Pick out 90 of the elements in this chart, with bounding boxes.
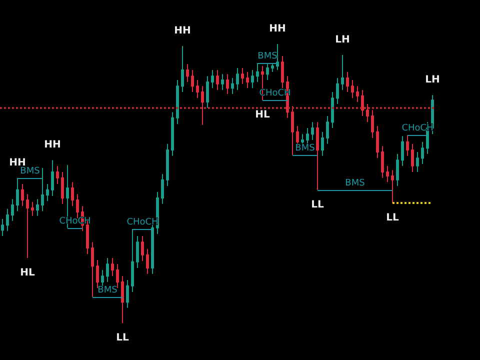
candlestick: [281, 55, 284, 89]
candlestick: [126, 280, 129, 308]
candlestick: [416, 151, 419, 173]
candlestick: [156, 191, 159, 234]
candlestick: [231, 78, 234, 94]
candlestick: [191, 69, 194, 92]
candlestick: [61, 172, 64, 204]
candlestick: [361, 90, 364, 116]
annotation: HH: [174, 25, 191, 36]
candlestick: [111, 257, 114, 277]
candlestick: [401, 136, 404, 166]
candlestick: [371, 110, 374, 139]
ref-line-label: BMS: [258, 51, 278, 62]
candlestick: [266, 64, 269, 80]
candlestick: [91, 242, 94, 298]
candlestick: [196, 79, 199, 99]
candlestick: [216, 69, 219, 91]
candlestick: [51, 160, 54, 197]
candlestick: [311, 122, 314, 140]
candlestick: [396, 153, 399, 187]
candlestick: [346, 71, 349, 92]
candlestick: [421, 141, 424, 164]
candlestick: [341, 54, 344, 91]
candlestick: [136, 235, 139, 269]
candlestick: [336, 78, 339, 104]
candlestick: [316, 122, 319, 190]
candlestick: [226, 74, 229, 94]
candlestick: [356, 86, 359, 103]
annotation: LH: [425, 74, 440, 86]
candlestick: [246, 71, 249, 89]
candlestick: [386, 165, 389, 183]
candlestick: [241, 67, 244, 84]
annotation: LL: [386, 212, 400, 224]
ref-line-label: BMS: [98, 286, 118, 296]
candlestick: [186, 64, 189, 82]
candlestick: [381, 146, 384, 178]
candlestick: [321, 131, 324, 156]
annotation: HH: [44, 140, 61, 151]
candlestick: [366, 103, 369, 123]
candlestick: [121, 276, 124, 324]
candlestick: [351, 79, 354, 99]
annotation: HH: [269, 24, 286, 34]
annotation: HL: [20, 267, 36, 278]
annotation: HH: [9, 157, 26, 168]
candlestick: [1, 218, 4, 236]
candlestick: [411, 143, 414, 173]
candlestick: [56, 165, 59, 185]
candlestick: [326, 115, 329, 144]
candlestick: [21, 184, 24, 207]
candlestick: [251, 69, 254, 89]
candlestick: [11, 198, 14, 222]
candlestick: [406, 134, 409, 156]
candlestick: [131, 228, 134, 293]
candlestick: [161, 174, 164, 204]
candlestick: [71, 182, 74, 207]
candlestick: [171, 112, 174, 156]
ref-line-label: BMS: [20, 166, 40, 176]
candlestick: [391, 170, 394, 204]
candlestick: [141, 235, 144, 262]
candlestick: [221, 74, 224, 91]
candlestick: [291, 105, 294, 156]
candlestick: [31, 201, 34, 216]
candlestick: [41, 167, 44, 212]
candlestick: [376, 126, 379, 159]
annotation: LL: [311, 199, 324, 210]
annotation: LL: [116, 332, 130, 344]
candlestick: [166, 143, 169, 187]
candlestick: [181, 45, 184, 92]
candlestick: [96, 259, 99, 289]
candlestick: [46, 184, 49, 202]
candlestick: [271, 64, 274, 72]
candlestick: [26, 194, 29, 258]
candlestick: [36, 198, 39, 216]
candlestick: [146, 248, 149, 274]
candlestick: [116, 264, 119, 289]
candlestick: [236, 67, 239, 91]
candlestick: [176, 79, 179, 125]
candlestick: [206, 76, 209, 108]
candlestick: [276, 44, 279, 70]
candlestick: [331, 91, 334, 128]
candlestick: [256, 62, 259, 82]
candlestick: [106, 257, 109, 282]
candlestick: [6, 208, 9, 232]
annotation: HL: [255, 110, 270, 121]
ref-line-label: BMS: [295, 144, 316, 154]
candlestick: [211, 69, 214, 89]
candlestick: [16, 177, 19, 212]
ref-line-label: BMS: [345, 178, 366, 188]
candlestick: [201, 86, 204, 126]
annotation: LH: [335, 34, 350, 46]
